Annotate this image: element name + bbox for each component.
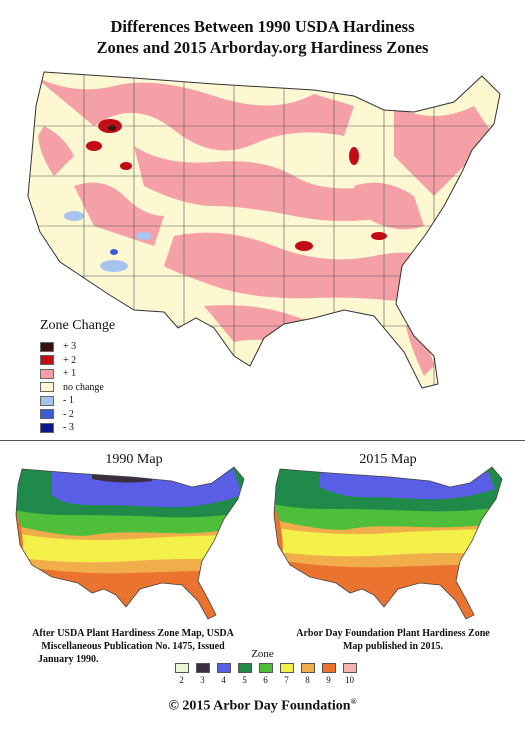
- title-line-1: Differences Between 1990 USDA Hardiness: [110, 17, 415, 36]
- zone-7: 7: [276, 663, 297, 685]
- legend-item-plus1: + 1: [40, 367, 170, 381]
- zone-change-map: [27, 71, 501, 389]
- zone-8: 8: [297, 663, 318, 685]
- zone-5: 5: [234, 663, 255, 685]
- zone-3: 3: [192, 663, 213, 685]
- section-divider: [0, 440, 525, 441]
- swatch: [40, 422, 54, 433]
- zone-legend-title: Zone: [251, 648, 274, 660]
- title-line-2: Zones and 2015 Arborday.org Hardiness Zo…: [96, 38, 429, 57]
- legend-item-minus3: - 3: [40, 421, 170, 435]
- swatch: [40, 355, 54, 366]
- legend-item-plus3: + 3: [40, 340, 170, 354]
- legend-title: Zone Change: [40, 318, 116, 333]
- zone-6: 6: [255, 663, 276, 685]
- legend-item-plus2: + 2: [40, 354, 170, 368]
- swatch: [40, 395, 54, 406]
- zone-change-legend: Zone Change + 3 + 2 + 1 no change - 1 - …: [40, 318, 170, 435]
- state-borders: [28, 72, 500, 388]
- legend-item-minus1: - 1: [40, 394, 170, 408]
- swatch: [40, 409, 54, 420]
- zone-2: 2: [171, 663, 192, 685]
- legend-item-no-change: no change: [40, 381, 170, 395]
- map-1990: [15, 466, 245, 620]
- swatch: [40, 382, 54, 393]
- map-2015-title: 2015 Map: [359, 452, 417, 467]
- map-1990-title: 1990 Map: [105, 452, 163, 467]
- map-2015-caption: Arbor Day Foundation Plant Hardiness Zon…: [296, 628, 490, 652]
- swatch: [40, 368, 54, 379]
- map-2015: [273, 466, 503, 620]
- map-1990-caption: After USDA Plant Hardiness Zone Map, USD…: [32, 628, 234, 665]
- zone-9: 9: [318, 663, 339, 685]
- legend-item-minus2: - 2: [40, 408, 170, 422]
- copyright: © 2015 Arbor Day Foundation®: [168, 697, 357, 714]
- zone-10: 10: [339, 663, 360, 685]
- swatch: [40, 341, 54, 352]
- zone-legend: 2 3 4 5 6 7 8 9 10: [171, 663, 360, 685]
- zone-4: 4: [213, 663, 234, 685]
